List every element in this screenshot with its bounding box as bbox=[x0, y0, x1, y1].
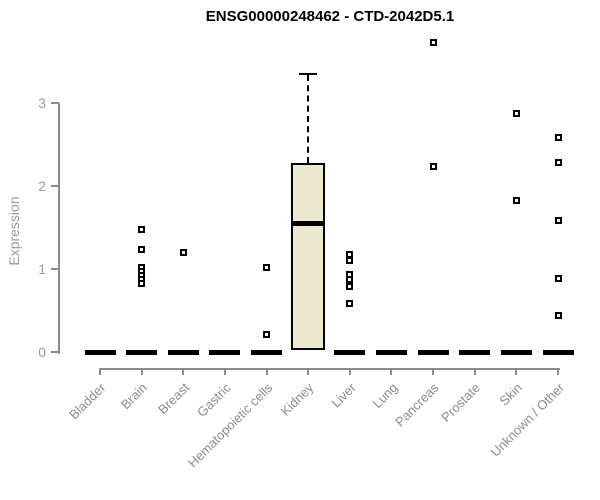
zero-median-dash bbox=[126, 350, 158, 355]
zero-median-dash bbox=[542, 350, 574, 355]
y-tick-label: 0 bbox=[38, 344, 46, 360]
x-tick-label: Prostate bbox=[438, 380, 484, 425]
whisker-line bbox=[307, 75, 310, 163]
outlier-point bbox=[512, 196, 520, 204]
x-tick bbox=[348, 368, 351, 375]
zero-median-dash bbox=[209, 350, 241, 355]
x-tick bbox=[432, 368, 435, 375]
x-tick-label: Pancreas bbox=[392, 380, 442, 430]
outlier-point bbox=[138, 279, 146, 287]
x-tick bbox=[473, 368, 476, 375]
x-tick bbox=[140, 368, 143, 375]
zero-median-dash bbox=[251, 350, 283, 355]
x-tick-label: Kidney bbox=[278, 380, 317, 419]
outlier-point bbox=[263, 263, 271, 271]
x-axis-line bbox=[100, 368, 561, 370]
outlier-point bbox=[346, 276, 354, 284]
x-tick bbox=[307, 368, 310, 375]
x-tick-label: Unknown / Other bbox=[487, 380, 567, 460]
outlier-point bbox=[554, 159, 562, 167]
outlier-point bbox=[554, 311, 562, 319]
outlier-point bbox=[138, 245, 146, 253]
outlier-point bbox=[554, 274, 562, 282]
y-tick-label: 1 bbox=[38, 261, 46, 277]
y-tick bbox=[51, 102, 59, 104]
x-tick-label: Bladder bbox=[66, 380, 109, 423]
outlier-point bbox=[138, 225, 146, 233]
y-tick bbox=[51, 268, 59, 270]
x-tick bbox=[557, 368, 560, 375]
x-tick bbox=[390, 368, 393, 375]
x-tick-label: Brain bbox=[118, 380, 151, 413]
y-tick bbox=[51, 185, 59, 187]
zero-median-dash bbox=[84, 350, 116, 355]
x-tick-label: Skin bbox=[496, 380, 526, 409]
zero-median-dash bbox=[167, 350, 199, 355]
box-iqr bbox=[291, 162, 326, 350]
outlier-point bbox=[512, 110, 520, 118]
y-tick-label: 3 bbox=[38, 95, 46, 111]
x-tick bbox=[265, 368, 268, 375]
outlier-point bbox=[179, 248, 187, 256]
x-tick-label: Breast bbox=[154, 380, 192, 418]
y-tick-label: 2 bbox=[38, 178, 46, 194]
outlier-point bbox=[554, 217, 562, 225]
x-tick-label: Liver bbox=[327, 380, 359, 411]
outlier-point bbox=[346, 299, 354, 307]
outlier-point bbox=[263, 331, 271, 339]
whisker-cap bbox=[299, 73, 318, 76]
outlier-point bbox=[346, 257, 354, 265]
x-tick bbox=[515, 368, 518, 375]
y-axis-line bbox=[58, 103, 60, 354]
outlier-point bbox=[554, 134, 562, 142]
chart-title: ENSG00000248462 - CTD-2042D5.1 bbox=[205, 8, 455, 25]
x-tick bbox=[223, 368, 226, 375]
outlier-point bbox=[429, 38, 437, 46]
outlier-point bbox=[346, 282, 354, 290]
x-tick bbox=[182, 368, 185, 375]
median-line bbox=[291, 221, 326, 227]
zero-median-dash bbox=[500, 350, 532, 355]
zero-median-dash bbox=[375, 350, 407, 355]
outlier-point bbox=[429, 163, 437, 171]
zero-median-dash bbox=[459, 350, 491, 355]
y-tick bbox=[51, 351, 59, 353]
zero-median-dash bbox=[417, 350, 449, 355]
x-tick-label: Lung bbox=[369, 380, 401, 412]
zero-median-dash bbox=[334, 350, 366, 355]
x-tick bbox=[99, 368, 101, 375]
x-tick-label: Gastric bbox=[193, 380, 234, 420]
